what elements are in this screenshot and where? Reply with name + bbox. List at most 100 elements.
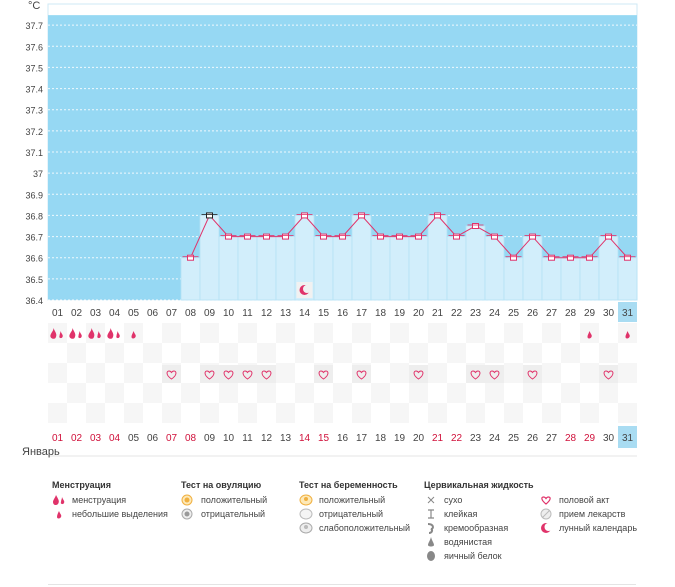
temperature-point-19	[396, 233, 403, 240]
heart-cell	[485, 365, 504, 383]
day-label-top: 24	[489, 308, 501, 319]
grid-cell	[276, 403, 295, 423]
day-label-top: 31	[622, 308, 634, 319]
grid-cell	[181, 383, 200, 403]
day-label-bottom: 13	[280, 433, 292, 444]
day-label-bottom: 12	[261, 433, 273, 444]
day-label-top: 25	[508, 308, 520, 319]
y-tick-label: 36.8	[25, 211, 43, 221]
temperature-bar-30	[598, 236, 619, 301]
day-label-top: 14	[299, 308, 311, 319]
temperature-point-22	[453, 233, 460, 240]
grid-cell	[466, 383, 485, 403]
legend-item: кремообразная	[424, 521, 534, 535]
spotting-drop-icon	[52, 508, 66, 520]
grid-cell	[105, 363, 124, 383]
grid-cell	[428, 403, 447, 423]
bbt-chart: 37.7 37.6 37.5 37.4 37.3 37.2 37.1 37 36.9 36.8 36…	[25, 0, 638, 457]
heart-cell	[257, 365, 276, 383]
temperature-point-21	[434, 212, 441, 219]
watery-icon	[424, 536, 438, 548]
grid-cell	[181, 343, 200, 363]
grid-cell	[561, 363, 580, 383]
heart-icon	[413, 370, 424, 380]
grid-cell	[143, 343, 162, 363]
heart-cell	[523, 365, 542, 383]
legend: Менструация менструация небольшие выделе…	[0, 480, 675, 561]
grid-cell	[67, 343, 86, 363]
temperature-point-14	[301, 212, 308, 219]
day-label-bottom: 01	[52, 433, 64, 444]
y-tick-label: 36.4	[25, 296, 43, 306]
legend-item-label: отрицательный	[319, 509, 384, 519]
heart-cell	[219, 365, 238, 383]
grid-cell	[86, 323, 105, 343]
temperature-bar-10	[218, 236, 239, 301]
grid-cell	[276, 343, 295, 363]
grid-cell	[276, 363, 295, 383]
grid-cell	[352, 383, 371, 403]
grid-cell	[599, 343, 618, 363]
temperature-point-08	[187, 254, 194, 261]
heart-icon	[470, 370, 481, 380]
grid-cell	[143, 363, 162, 383]
day-label-bottom: 08	[185, 433, 197, 444]
temperature-bar-27	[541, 257, 562, 301]
day-label-bottom: 31	[622, 433, 634, 444]
temperature-point-28	[567, 254, 574, 261]
grid-cell	[238, 343, 257, 363]
grid-cell	[86, 363, 105, 383]
grid-cell	[428, 343, 447, 363]
grid-cell	[409, 383, 428, 403]
temperature-bar-28	[560, 257, 581, 301]
grid-cell	[561, 383, 580, 403]
grid-cell	[523, 343, 542, 363]
grid-cell	[428, 363, 447, 383]
day-label-top: 26	[527, 308, 539, 319]
temperature-point-15	[320, 233, 327, 240]
grid-cell	[333, 323, 352, 343]
grid-cell	[504, 343, 523, 363]
day-label-top: 12	[261, 308, 273, 319]
grid-cell	[238, 403, 257, 423]
grid-cell	[599, 403, 618, 423]
grid-cell	[162, 343, 181, 363]
grid-cell	[542, 343, 561, 363]
grid-cell	[485, 383, 504, 403]
creamy-icon	[424, 522, 438, 534]
grid-cell	[447, 363, 466, 383]
grid-cell	[200, 343, 219, 363]
menstruation-drops-icon	[52, 494, 66, 506]
grid-cell	[67, 383, 86, 403]
grid-cell	[580, 403, 599, 423]
grid-cell	[504, 323, 523, 343]
legend-title: Тест на овуляцию	[181, 480, 262, 490]
temperature-bar-12	[256, 236, 277, 301]
temperature-point-31	[624, 254, 631, 261]
grid-cell	[447, 323, 466, 343]
heart-cell	[599, 365, 618, 383]
grid-cell	[257, 323, 276, 343]
grid-cell	[124, 363, 143, 383]
grid-cell	[257, 343, 276, 363]
menstruation-drop-icon	[59, 331, 63, 339]
legend-item: отрицательный	[181, 507, 267, 521]
legend-item: половой акт	[539, 493, 637, 507]
grid-cell	[238, 323, 257, 343]
grid-cell	[390, 363, 409, 383]
temperature-bar-31	[617, 257, 638, 301]
y-tick-label: 36.6	[25, 254, 43, 264]
temperature-point-25	[510, 254, 517, 261]
grid-cell	[504, 383, 523, 403]
grid-cell	[143, 323, 162, 343]
day-label-bottom: 30	[603, 433, 615, 444]
temperature-point-20	[415, 233, 422, 240]
temperature-bar-09	[199, 215, 220, 301]
temperature-bar-17	[351, 215, 372, 301]
legend-item-label: сухо	[444, 495, 463, 505]
day-label-top: 06	[147, 308, 159, 319]
grid-cell	[181, 363, 200, 383]
pill-icon	[539, 508, 553, 520]
grid-cell	[219, 403, 238, 423]
temperature-point-18	[377, 233, 384, 240]
